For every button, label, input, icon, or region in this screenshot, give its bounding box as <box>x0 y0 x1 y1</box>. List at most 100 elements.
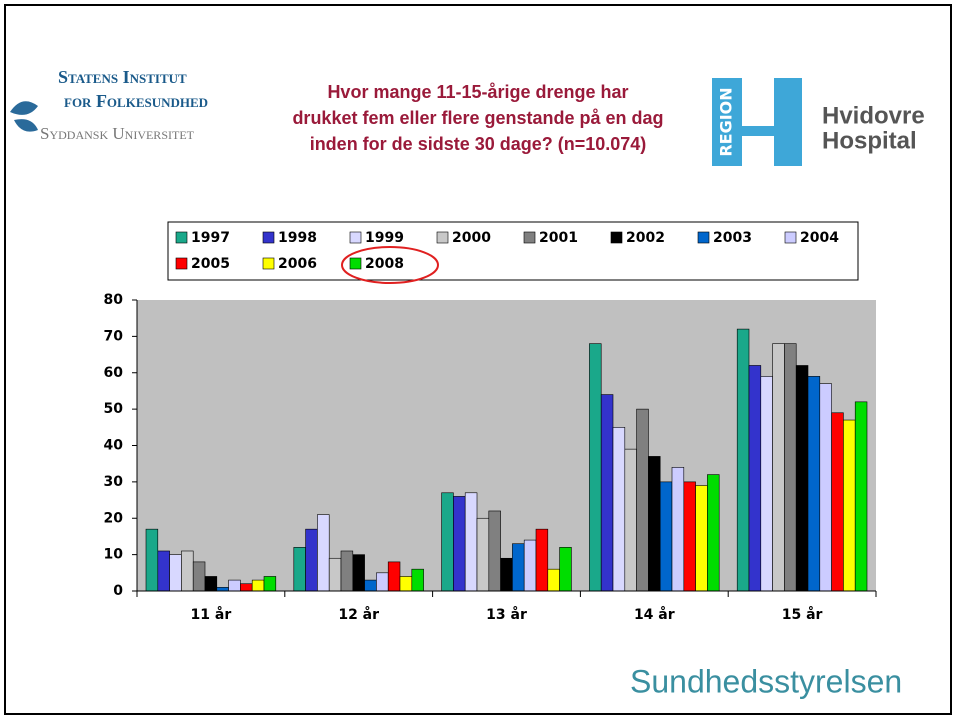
bar <box>559 547 572 592</box>
bar <box>293 547 306 592</box>
bar <box>772 343 785 592</box>
y-tick-label: 60 <box>104 365 124 381</box>
bar <box>464 492 478 592</box>
legend-label: 2004 <box>800 230 839 246</box>
logo-text: REGION <box>717 87 736 156</box>
legend-swatch <box>784 231 797 244</box>
bar <box>488 510 501 592</box>
bar <box>659 481 673 592</box>
bar <box>476 517 490 592</box>
chart-title: inden for de sidste 30 dage? (n=10.074) <box>310 134 647 154</box>
bar <box>441 492 454 592</box>
x-tick-label: 12 år <box>338 606 379 623</box>
bar <box>328 557 342 592</box>
bar <box>547 568 560 592</box>
legend-swatch <box>262 231 275 244</box>
bar <box>636 408 649 592</box>
bar <box>240 583 253 592</box>
bar <box>843 419 856 592</box>
x-tick-label: 13 år <box>486 606 527 623</box>
bar <box>748 365 762 592</box>
bar <box>512 543 525 592</box>
bar <box>589 343 602 592</box>
legend-swatch <box>436 231 449 244</box>
sdu-emblem <box>10 101 38 132</box>
legend-swatch <box>349 257 362 270</box>
bar <box>399 576 413 592</box>
legend-swatch <box>175 257 188 270</box>
y-tick-label: 40 <box>104 438 124 454</box>
bar <box>831 412 844 592</box>
bar <box>795 365 809 592</box>
legend <box>167 221 859 281</box>
legend-swatch <box>523 231 536 244</box>
bar <box>819 383 832 592</box>
logo-text: Hospital <box>822 127 917 154</box>
legend-label: 2002 <box>626 230 665 246</box>
bar <box>707 474 720 592</box>
y-tick-label: 80 <box>104 292 124 308</box>
legend-label: 2008 <box>365 256 404 272</box>
bar <box>340 550 354 592</box>
bar <box>648 456 661 592</box>
legend-label: 2005 <box>191 256 230 272</box>
bar <box>387 561 401 592</box>
bar <box>352 554 365 592</box>
legend-label: 2000 <box>452 230 491 246</box>
highlight-ellipse <box>341 246 439 284</box>
legend-label: 1999 <box>365 230 404 246</box>
y-tick-label: 30 <box>104 474 124 490</box>
bar <box>204 576 218 592</box>
chart-title: Hvor mange 11-15-årige drenge har <box>327 82 628 102</box>
bar <box>317 514 330 592</box>
logo-text: Statens Institut <box>58 67 187 87</box>
legend-swatch <box>262 257 275 270</box>
y-tick-label: 50 <box>104 401 124 417</box>
bar <box>600 394 614 592</box>
bar <box>624 448 637 592</box>
bar <box>760 376 773 592</box>
bar <box>145 528 159 592</box>
sst-logo <box>620 652 905 706</box>
legend-label: 2003 <box>713 230 752 246</box>
bar <box>228 579 241 592</box>
bar <box>683 481 696 592</box>
logo-text: Sundhedsstyrelsen <box>630 663 902 699</box>
legend-label: 2001 <box>539 230 578 246</box>
bar <box>157 550 170 592</box>
bar <box>192 561 206 592</box>
y-tick-label: 0 <box>113 583 123 599</box>
legend-swatch <box>610 231 623 244</box>
legend-label: 1998 <box>278 230 317 246</box>
bar <box>807 376 821 592</box>
bar <box>500 557 513 592</box>
region-logo <box>712 78 802 166</box>
bar <box>263 576 277 592</box>
bar <box>364 579 377 592</box>
bar <box>376 572 389 592</box>
bar <box>535 528 549 592</box>
legend-label: 1997 <box>191 230 230 246</box>
logo-text: Hvidovre <box>822 102 925 129</box>
legend-swatch <box>175 231 188 244</box>
logo-text: for Folkesundhed <box>64 91 208 111</box>
bar <box>612 427 626 592</box>
legend-swatch <box>349 231 362 244</box>
x-tick-label: 15 år <box>782 606 823 623</box>
bar <box>181 550 194 592</box>
x-tick-label: 14 år <box>634 606 675 623</box>
bar <box>453 496 466 592</box>
y-tick-label: 10 <box>104 547 124 563</box>
y-tick-label: 20 <box>104 510 124 526</box>
bar <box>784 343 797 592</box>
bar <box>671 467 685 592</box>
bar <box>523 539 537 592</box>
legend-swatch <box>697 231 710 244</box>
bar <box>251 579 265 592</box>
bar <box>411 568 424 592</box>
bar <box>854 401 868 592</box>
legend-label: 2006 <box>278 256 317 272</box>
x-tick-label: 11 år <box>191 606 232 623</box>
chart-title: drukket fem eller flere genstande på en … <box>292 108 663 128</box>
